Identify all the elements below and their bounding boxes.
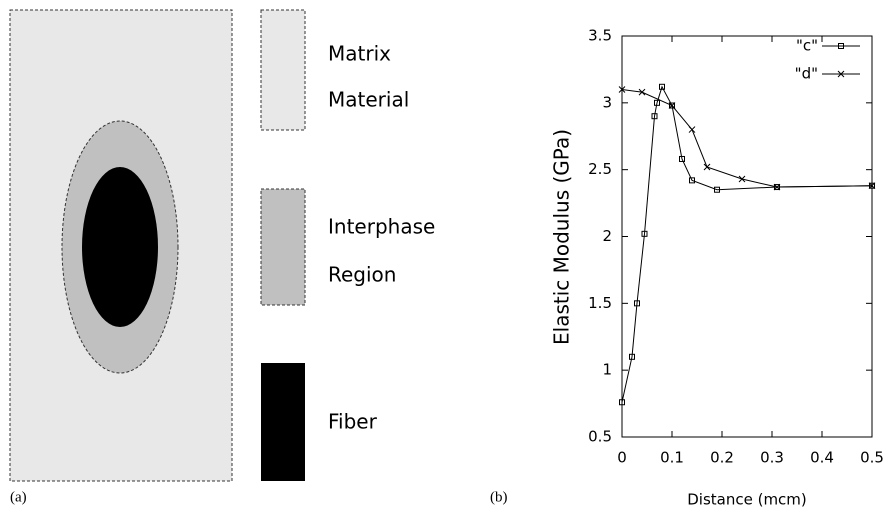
marker	[669, 102, 675, 109]
marker	[689, 177, 695, 184]
fiber	[82, 167, 158, 327]
marker	[714, 186, 720, 193]
marker	[688, 126, 696, 133]
x-axis-label: Distance (mcm)	[687, 491, 807, 509]
marker	[679, 155, 685, 162]
marker	[638, 88, 646, 96]
panel-label: (b)	[490, 489, 508, 505]
legend-label: Fiber	[328, 410, 378, 434]
x-tick-label: 0.3	[760, 449, 784, 467]
legend-label: Interphase	[328, 215, 435, 239]
fiber-swatch	[261, 363, 305, 481]
marker	[868, 182, 876, 190]
marker	[773, 183, 781, 191]
y-axis-label: Elastic Modulus (GPa)	[550, 129, 574, 345]
y-tick-label: 0.5	[588, 428, 612, 446]
x-tick-label: 0.4	[810, 449, 834, 467]
marker	[668, 102, 676, 109]
y-tick-label: 1.5	[588, 294, 612, 312]
y-tick-label: 3.5	[588, 27, 612, 45]
marker	[641, 230, 648, 237]
legend-marker	[838, 43, 844, 49]
y-tick-label: 3	[602, 93, 612, 111]
marker	[618, 86, 626, 93]
x-tick-label: 0.2	[710, 449, 734, 467]
marker	[659, 83, 665, 90]
marker	[738, 175, 746, 183]
panel-label: (a)	[10, 489, 27, 505]
marker	[651, 113, 658, 120]
series-line	[621, 88, 873, 188]
legend-label: Region	[328, 263, 396, 287]
y-tick-label: 2	[602, 227, 612, 245]
y-tick-label: 2.5	[588, 160, 612, 178]
x-tick-label: 0	[617, 449, 627, 467]
marker	[619, 399, 625, 406]
interphase-swatch	[260, 188, 306, 306]
y-tick-label: 1	[602, 361, 612, 379]
x-tick-label: 0.5	[860, 449, 884, 467]
legend-label: "d"	[795, 65, 818, 83]
marker	[654, 99, 660, 106]
legend-label: "c"	[796, 37, 818, 55]
marker	[703, 163, 711, 171]
x-tick-label: 0.1	[660, 449, 684, 467]
marker	[629, 353, 635, 360]
marker	[634, 300, 640, 307]
matrix-swatch	[260, 9, 306, 131]
legend-marker	[837, 70, 845, 78]
legend-label: Matrix	[328, 42, 391, 66]
legend-label: Material	[328, 88, 409, 112]
series-line	[621, 85, 873, 403]
